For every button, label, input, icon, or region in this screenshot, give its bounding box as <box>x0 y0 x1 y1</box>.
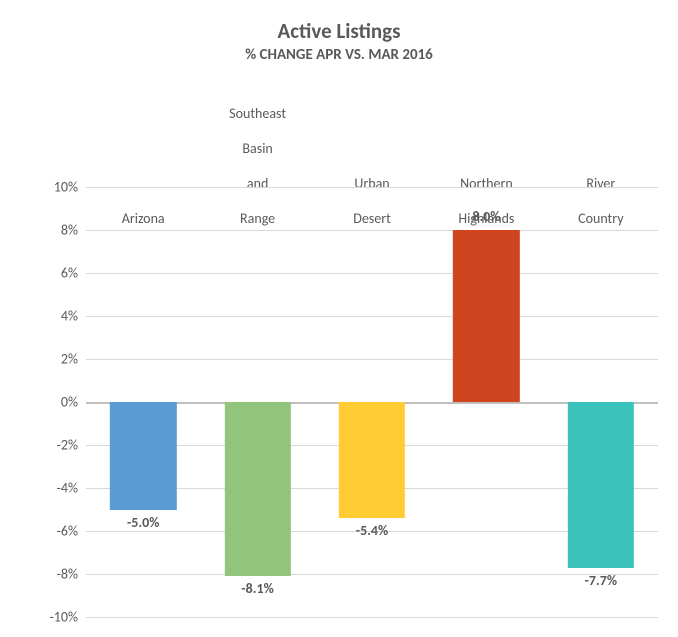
y-tick-label: 4% <box>61 308 86 325</box>
bar-slot: -8.1% <box>200 187 314 617</box>
bars-group: -5.0% -8.1% -5.4% 8.0% -7.7% <box>86 187 658 617</box>
bar <box>568 402 634 568</box>
y-tick-label: 0% <box>61 394 86 411</box>
chart-title: Active Listings <box>15 18 663 44</box>
y-tick-label: -2% <box>57 437 86 454</box>
y-tick-label: 2% <box>61 351 86 368</box>
data-label: -7.7% <box>585 572 617 589</box>
y-tick-label: 10% <box>54 179 86 196</box>
chart-container: Active Listings % CHANGE APR VS. MAR 201… <box>0 0 678 637</box>
bar-slot: 8.0% <box>429 187 543 617</box>
data-label: 8.0% <box>472 208 500 225</box>
bar-slot: -7.7% <box>544 187 658 617</box>
bar-slot: -5.0% <box>86 187 200 617</box>
data-label: -8.1% <box>241 580 273 597</box>
bar <box>224 402 290 576</box>
chart-subtitle: % CHANGE APR VS. MAR 2016 <box>15 46 663 64</box>
y-tick-label: 6% <box>61 265 86 282</box>
bar-slot: -5.4% <box>315 187 429 617</box>
bar <box>453 230 519 402</box>
plot-area: -5.0%-8.1%-5.4%8.0%-7.7% -10%-8%-6%-4%-2… <box>86 187 658 617</box>
data-label: -5.4% <box>356 522 388 539</box>
bar <box>339 402 405 518</box>
bar <box>110 402 176 510</box>
y-tick-label: 8% <box>61 222 86 239</box>
grid-line <box>86 617 658 618</box>
data-label: -5.0% <box>127 514 159 531</box>
y-tick-label: -6% <box>57 523 86 540</box>
y-tick-label: -10% <box>50 609 87 626</box>
y-tick-label: -8% <box>57 566 86 583</box>
y-tick-label: -4% <box>57 480 86 497</box>
